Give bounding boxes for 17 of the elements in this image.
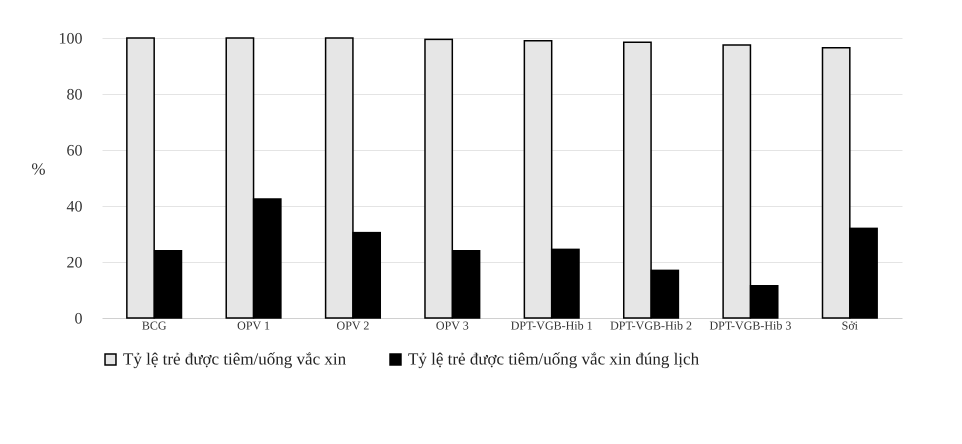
y-tick-label: 100 xyxy=(58,30,82,48)
x-tick-label: BCG xyxy=(142,318,167,332)
x-tick-label: OPV 2 xyxy=(336,318,370,332)
x-tick-label: OPV 1 xyxy=(237,318,270,332)
x-tick-label: OPV 3 xyxy=(436,318,469,332)
y-axis-title: % xyxy=(31,160,46,178)
y-tick-label: 0 xyxy=(74,310,82,328)
legend-label: Tỷ lệ trẻ được tiêm/uống vắc xin xyxy=(123,350,347,369)
x-tick-label: DPT-VGB-Hib 3 xyxy=(709,318,792,332)
y-tick-label: 80 xyxy=(66,86,82,104)
x-tick-label: DPT-VGB-Hib 2 xyxy=(610,318,692,332)
x-tick-label: DPT-VGB-Hib 1 xyxy=(510,318,593,332)
x-tick-label: Sởi xyxy=(842,318,859,332)
legend-label: Tỷ lệ trẻ được tiêm/uống vắc xin đúng lịch xyxy=(408,350,700,369)
y-tick-label: 20 xyxy=(66,254,82,272)
y-tick-label: 60 xyxy=(66,142,82,160)
y-tick-label: 40 xyxy=(66,198,82,216)
